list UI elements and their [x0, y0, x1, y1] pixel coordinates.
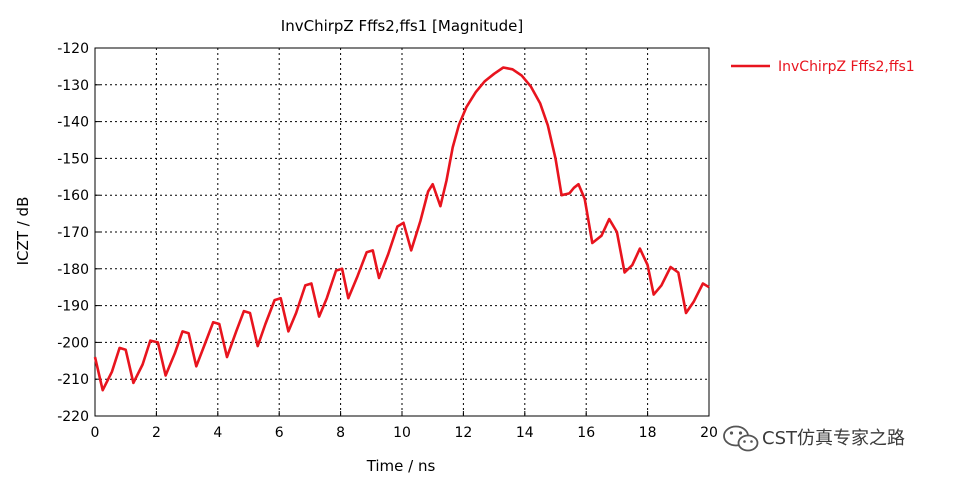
x-tick-label: 12	[454, 425, 472, 441]
y-tick-label: -140	[57, 115, 89, 131]
watermark-text: CST仿真专家之路	[762, 428, 905, 449]
x-tick-label: 16	[577, 425, 595, 441]
x-tick-label: 8	[336, 425, 345, 441]
x-tick-label: 4	[213, 425, 222, 441]
x-tick-label: 14	[516, 425, 534, 441]
y-tick-label: -180	[57, 262, 89, 278]
legend-label: InvChirpZ Fffs2,ffs1	[778, 59, 915, 75]
y-tick-labels: -120 -130 -140 -150 -160 -170 -180 -190 -200 -210…	[57, 41, 89, 425]
legend: InvChirpZ Fffs2,ffs1	[731, 59, 915, 75]
x-tick-label: 18	[639, 425, 657, 441]
y-tick-label: -130	[57, 78, 89, 94]
x-tick-label: 6	[275, 425, 284, 441]
y-tick-label: -210	[57, 372, 89, 388]
chart-title: InvChirpZ Fffs2,ffs1 [Magnitude]	[281, 17, 523, 35]
x-axis-title: Time / ns	[366, 457, 436, 475]
y-tick-label: -170	[57, 225, 89, 241]
y-tick-label: -220	[57, 409, 89, 425]
grid	[94, 47, 710, 417]
x-tick-labels: 0 2 4 6 8 10 12 14 16 18 20	[91, 425, 718, 441]
x-tick-label: 2	[152, 425, 161, 441]
x-tick-label: 20	[700, 425, 718, 441]
y-tick-label: -120	[57, 41, 89, 57]
y-axis-title: ICZT / dB	[14, 197, 32, 266]
series-line	[93, 66, 710, 392]
y-tick-label: -160	[57, 188, 89, 204]
y-tick-label: -190	[57, 299, 89, 315]
wechat-icon	[723, 425, 759, 452]
y-tick-label: -200	[57, 335, 89, 351]
x-tick-label: 10	[393, 425, 411, 441]
x-tick-label: 0	[91, 425, 100, 441]
plot-frame	[94, 47, 710, 417]
watermark: CST仿真专家之路	[723, 425, 905, 452]
y-tick-label: -150	[57, 151, 89, 167]
